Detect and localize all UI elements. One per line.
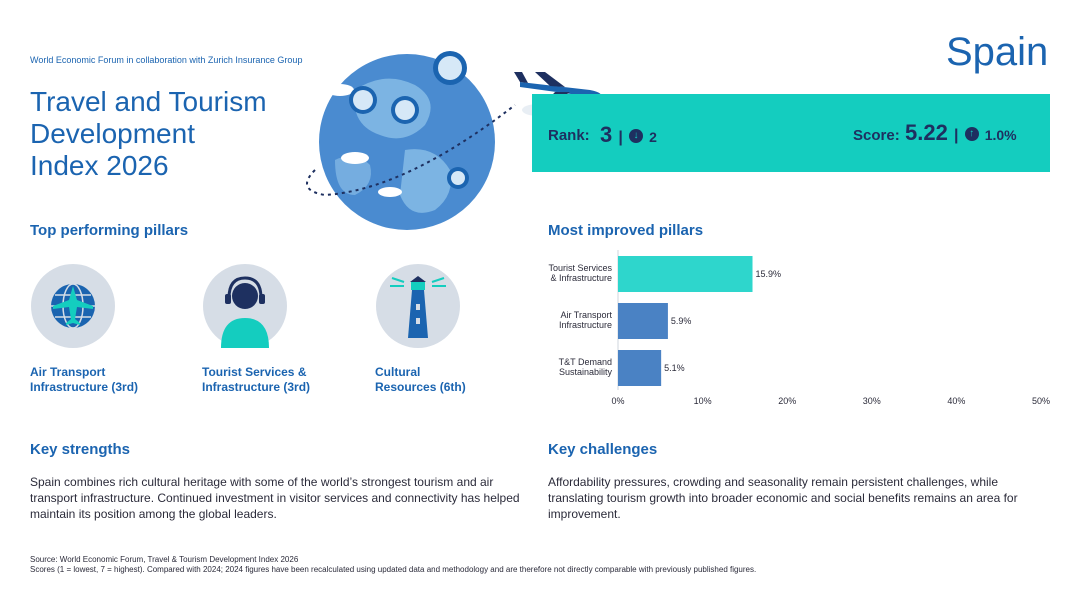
top-pillars-heading: Top performing pillars [30, 222, 189, 239]
chart-tick-label: 0% [611, 396, 624, 406]
chart-bar [618, 303, 668, 339]
lighthouse-icon [376, 264, 460, 348]
chart-bar [618, 256, 753, 292]
source-line: Source: World Economic Forum, Travel & T… [30, 555, 299, 564]
key-strengths-heading: Key strengths [30, 441, 131, 458]
chart-tick-label: 10% [694, 396, 712, 406]
globe-illustration [306, 51, 602, 230]
pin-icon [349, 51, 469, 189]
arrow-down-icon: ↓ [628, 129, 643, 144]
score-group: 5.22 | ↑ 1.0% [905, 120, 1017, 146]
pillar-cultural-resources: Cultural Resources (6th) [375, 365, 466, 394]
improved-pillars-chart: 15.9% Tourist Services& Infrastructure 5.9… [548, 250, 1050, 406]
rank-label: Rank: [548, 127, 590, 144]
source-note: Source: World Economic Forum, Travel & T… [30, 555, 756, 575]
rank-change: 2 [649, 129, 657, 145]
score-change: 1.0% [984, 127, 1017, 143]
chart-value-label: 5.1% [664, 363, 685, 373]
chart-category-label: Tourist Services [548, 263, 612, 273]
organization-line: World Economic Forum in collaboration wi… [30, 55, 303, 65]
chart-tick-label: 30% [863, 396, 881, 406]
chart-category-label: Infrastructure [559, 320, 612, 330]
headset-agent-icon [203, 264, 287, 348]
pillar-air-transport: Air Transport Infrastructure (3rd) [30, 365, 139, 394]
title-line-2: Development [30, 118, 195, 149]
chart-bar [618, 350, 662, 386]
key-strengths-text: Spain combines rich cultural heritage wi… [30, 475, 520, 521]
chart-category-label: T&T Demand [559, 357, 612, 367]
chart-category-label: Sustainability [559, 367, 613, 377]
most-improved-heading: Most improved pillars [548, 222, 704, 239]
chart-value-label: 15.9% [756, 269, 782, 279]
score-separator: | [953, 127, 959, 144]
rank-group: 3 | ↓ 2 [600, 122, 657, 148]
pillar-tourist-services: Tourist Services & Infrastructure (3rd) [202, 365, 311, 394]
rank-value: 3 [600, 122, 613, 147]
chart-tick-label: 50% [1032, 396, 1050, 406]
rank-score-banner [532, 94, 1050, 172]
chart-category-label: Air Transport [560, 310, 612, 320]
score-label: Score: [853, 127, 900, 144]
airplane-globe-icon [31, 264, 115, 348]
score-value: 5.22 [905, 120, 948, 145]
key-challenges-heading: Key challenges [548, 441, 658, 458]
country-name: Spain [946, 30, 1049, 74]
methodology-note: Scores (1 = lowest, 7 = highest). Compar… [30, 565, 757, 574]
chart-category-label: & Infrastructure [550, 273, 612, 283]
chart-value-label: 5.9% [671, 316, 692, 326]
chart-tick-label: 20% [778, 396, 796, 406]
title-line-3: Index 2026 [30, 150, 169, 181]
arrow-up-icon: ↑ [964, 127, 979, 142]
page-title: Travel and Tourism Development Index 202… [30, 86, 330, 182]
key-challenges-text: Affordability pressures, crowding and se… [548, 475, 1018, 521]
title-line-1: Travel and Tourism [30, 86, 267, 117]
rank-separator: | [618, 129, 623, 146]
chart-tick-label: 40% [947, 396, 965, 406]
